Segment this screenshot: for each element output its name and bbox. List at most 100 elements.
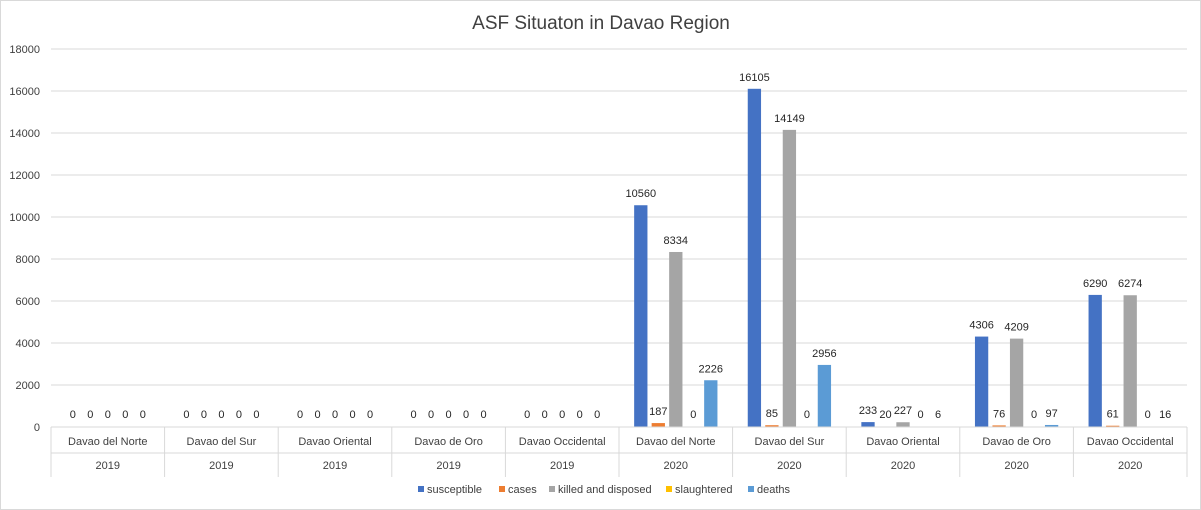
bar-susceptible [974, 336, 989, 427]
data-label: 8334 [664, 235, 688, 247]
chart-title: ASF Situaton in Davao Region [472, 13, 730, 34]
data-label: 0 [183, 409, 189, 421]
data-label: 16 [1159, 409, 1171, 421]
data-label: 4306 [969, 320, 993, 332]
bar-cases [1106, 425, 1120, 427]
x-year-label: 2019 [550, 460, 574, 472]
category-axis: Davao del Norte 2019 Davao del Sur 2019 Dava… [50, 426, 1188, 477]
data-label: 0 [140, 409, 146, 421]
bar-cases [992, 425, 1006, 427]
data-label: 61 [1107, 409, 1119, 421]
data-label: 0 [314, 409, 320, 421]
data-label: 0 [1031, 409, 1037, 421]
x-year-label: 2019 [436, 460, 460, 472]
legend-label: cases [508, 484, 537, 496]
data-label: 0 [236, 409, 242, 421]
data-label: 10560 [626, 188, 657, 200]
y-tick-label: 14000 [9, 128, 40, 140]
data-label: 0 [577, 409, 583, 421]
data-label: 0 [218, 409, 224, 421]
data-label: 0 [594, 409, 600, 421]
x-category-label: Davao Oriental [866, 436, 939, 448]
x-year-label: 2019 [96, 460, 120, 472]
data-label: 0 [332, 409, 338, 421]
legend: susceptible cases killed and disposed slaug… [418, 484, 791, 496]
data-label: 0 [446, 409, 452, 421]
data-label: 16105 [739, 72, 770, 84]
bar-killed-and-disposed [782, 129, 797, 427]
data-label: 2956 [812, 348, 836, 360]
bar-susceptible [747, 88, 762, 428]
data-label: 76 [993, 408, 1005, 420]
bar-cases [765, 425, 779, 427]
y-axis-tick-labels: 0 2000 4000 6000 8000 10000 12000 14000 16000 180… [9, 44, 40, 434]
bar-susceptible [1088, 294, 1102, 427]
data-label: 0 [105, 409, 111, 421]
data-label: 2226 [699, 363, 723, 375]
bar-killed-and-disposed [669, 251, 683, 427]
x-category-label: Davao Occidental [519, 436, 606, 448]
data-label: 0 [411, 409, 417, 421]
data-label: 0 [349, 409, 355, 421]
data-label: 0 [70, 409, 76, 421]
data-label: 14149 [774, 113, 805, 125]
bar-deaths [1044, 424, 1059, 427]
bars [634, 88, 1172, 428]
data-label: 0 [804, 409, 810, 421]
legend-swatch [748, 486, 754, 492]
data-label: 0 [559, 409, 565, 421]
x-category-label: Davao Oriental [298, 436, 371, 448]
bar-cases [651, 423, 665, 427]
x-category-label: Davao del Sur [755, 436, 825, 448]
y-tick-label: 16000 [9, 86, 40, 98]
data-label: 0 [917, 409, 923, 421]
x-category-label: Davao del Norte [636, 436, 716, 448]
x-category-label: Davao del Sur [187, 436, 257, 448]
bar-killed-and-disposed [1123, 295, 1137, 427]
data-label: 0 [367, 409, 373, 421]
x-year-label: 2020 [1118, 460, 1142, 472]
y-tick-label: 6000 [16, 296, 40, 308]
data-label: 0 [524, 409, 530, 421]
data-label: 6274 [1118, 278, 1142, 290]
y-tick-label: 12000 [9, 170, 40, 182]
legend-swatch [418, 486, 424, 492]
data-label: 6 [935, 409, 941, 421]
data-label: 0 [201, 409, 207, 421]
x-year-label: 2020 [1004, 460, 1028, 472]
x-year-label: 2019 [209, 460, 233, 472]
x-category-label: Davao del Norte [68, 436, 148, 448]
data-label: 0 [297, 409, 303, 421]
legend-label: susceptible [427, 484, 482, 496]
x-category-label: Davao de Oro [414, 436, 482, 448]
y-tick-label: 10000 [9, 212, 40, 224]
x-year-label: 2019 [323, 460, 347, 472]
y-tick-label: 4000 [16, 338, 40, 350]
data-label: 187 [649, 406, 667, 418]
legend-swatch [666, 486, 672, 492]
bar-killed-and-disposed [1009, 338, 1024, 427]
data-label: 85 [766, 408, 778, 420]
data-label: 233 [859, 405, 877, 417]
x-category-label: Davao de Oro [982, 436, 1050, 448]
x-year-label: 2020 [891, 460, 915, 472]
data-label: 227 [894, 405, 912, 417]
bar-deaths [817, 364, 832, 427]
legend-label: deaths [757, 484, 791, 496]
data-label: 0 [481, 409, 487, 421]
data-label: 0 [542, 409, 548, 421]
gridlines [51, 48, 1187, 386]
bar-killed-and-disposed [896, 422, 910, 427]
data-label: 0 [253, 409, 259, 421]
y-tick-label: 8000 [16, 254, 40, 266]
legend-label: slaughtered [675, 484, 733, 496]
data-label: 20 [879, 409, 891, 421]
data-label: 4209 [1004, 322, 1028, 334]
data-label: 0 [463, 409, 469, 421]
x-year-label: 2020 [664, 460, 688, 472]
legend-label: killed and disposed [558, 484, 652, 496]
x-year-label: 2020 [777, 460, 801, 472]
y-tick-label: 0 [34, 422, 40, 434]
